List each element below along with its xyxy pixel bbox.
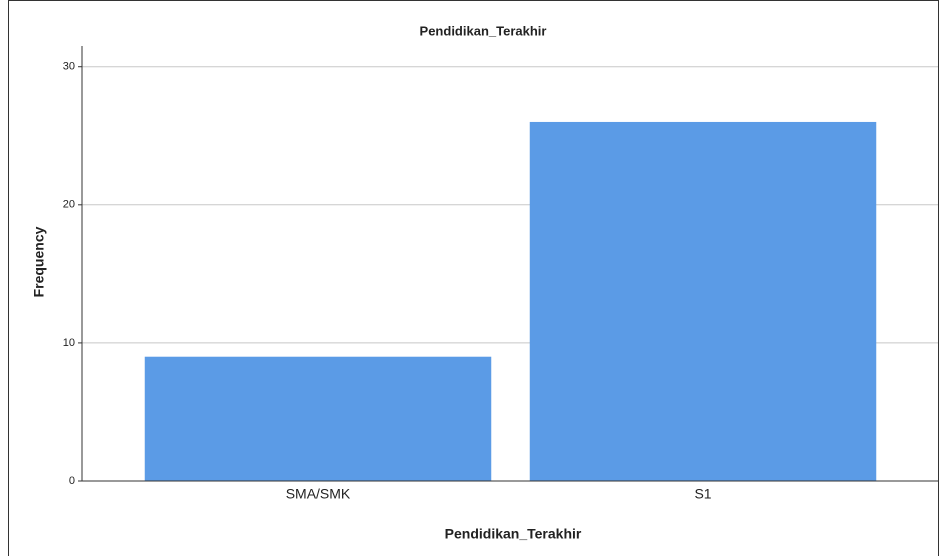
y-tick-label: 30 — [63, 61, 75, 73]
x-tick-label: S1 — [694, 486, 711, 502]
chart-title: Pendidikan_Terakhir — [420, 23, 547, 38]
y-tick-label: 20 — [63, 199, 75, 211]
x-axis-title: Pendidikan_Terakhir — [445, 526, 582, 542]
y-axis-title: Frequency — [31, 226, 47, 297]
bar — [144, 356, 492, 481]
y-tick-label: 0 — [69, 475, 75, 487]
bar — [529, 121, 877, 481]
x-tick-label: SMA/SMK — [286, 486, 351, 502]
y-tick-label: 10 — [63, 337, 75, 349]
